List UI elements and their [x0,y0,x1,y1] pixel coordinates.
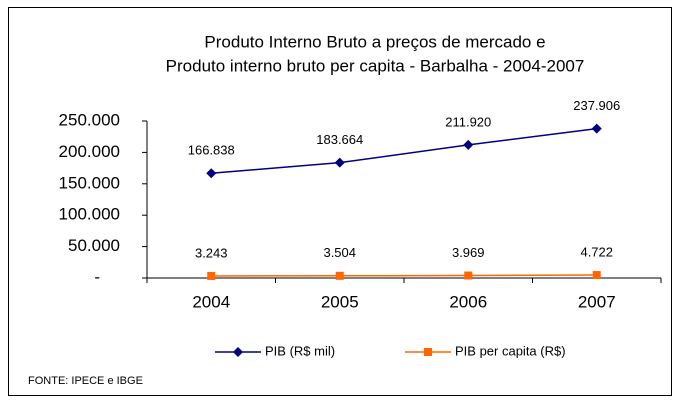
y-tick-label: 250.000 [59,110,120,129]
legend-label: PIB per capita (R$) [455,343,566,358]
chart-frame [8,7,672,396]
legend-marker [424,348,432,356]
data-point [463,139,474,150]
data-label: 4.722 [580,244,613,259]
y-tick-label: 50.000 [68,236,120,255]
x-tick-label: 2004 [192,292,230,311]
legend-marker [233,347,243,357]
x-tick-label: 2005 [321,292,359,311]
data-point [591,123,602,134]
data-label: 237.906 [573,98,620,113]
data-label: 3.969 [452,245,485,260]
y-tick-label: - [94,267,100,286]
y-tick-label: 200.000 [59,142,120,161]
y-tick-label: 100.000 [59,205,120,224]
series-line [211,274,597,277]
data-label: 211.920 [445,114,491,129]
data-point [334,157,345,168]
data-point [335,271,344,280]
data-point [207,271,216,280]
x-tick-label: 2006 [449,292,487,311]
data-point [464,271,473,280]
data-label: 166.838 [188,143,235,158]
y-tick-label: 150.000 [59,173,120,192]
data-label: 3.504 [323,245,356,260]
legend-label: PIB (R$ mil) [265,343,335,358]
data-point [592,271,601,280]
source-note: FONTE: IPECE e IBGE [28,375,143,387]
chart-title: Produto Interno Bruto a preços de mercad… [204,32,545,51]
data-label: 3.243 [195,245,228,260]
x-tick-label: 2007 [578,292,616,311]
series-line [211,127,597,174]
data-label: 183.664 [316,132,363,147]
chart-subtitle: Produto interno bruto per capita - Barba… [166,56,585,75]
data-point [206,168,217,179]
